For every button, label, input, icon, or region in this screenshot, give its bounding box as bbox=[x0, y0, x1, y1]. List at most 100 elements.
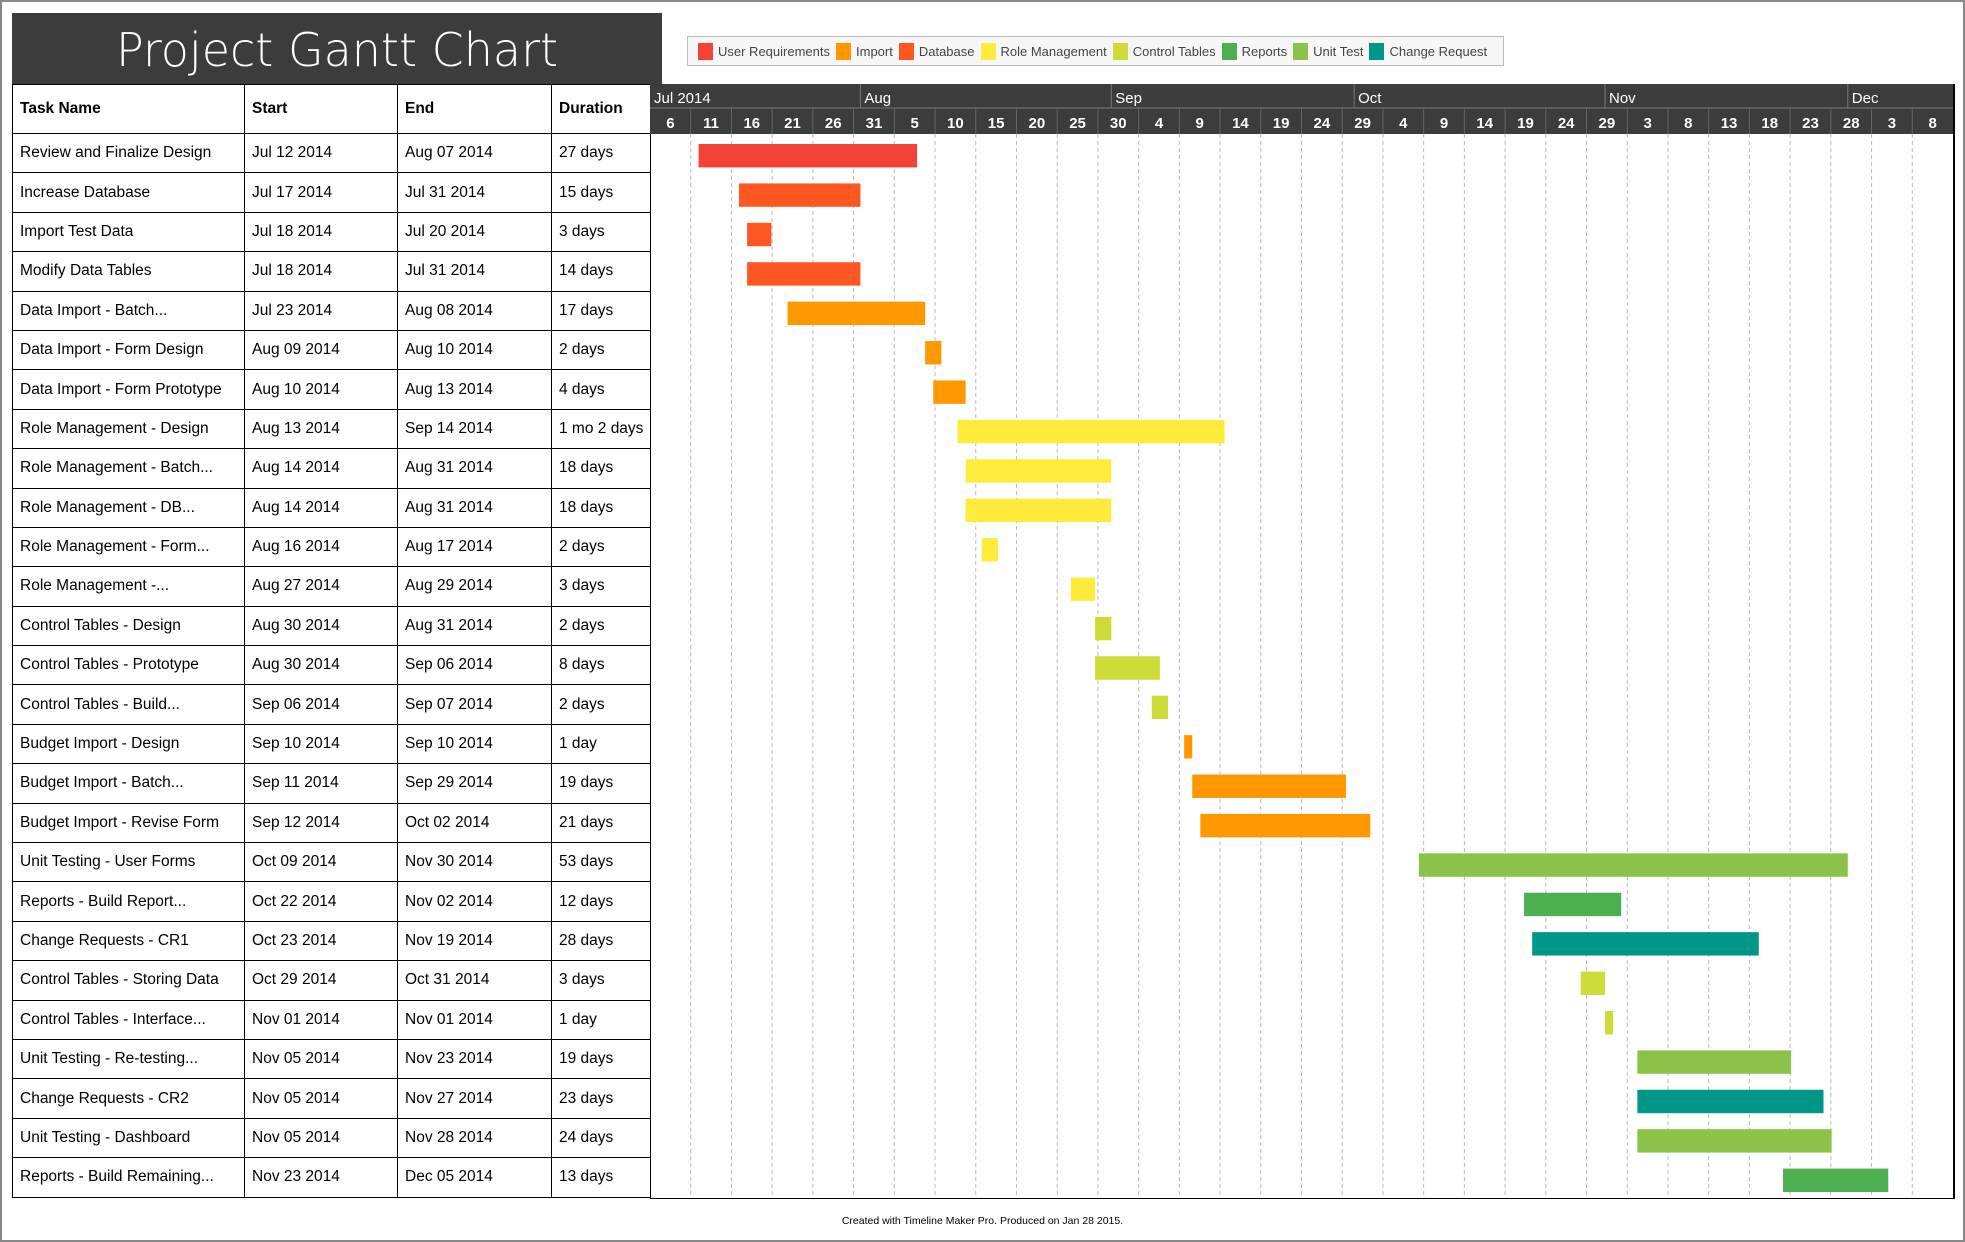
cell-end-label: Nov 23 2014 bbox=[398, 1039, 552, 1079]
day-tick-label: 20 bbox=[1028, 115, 1045, 132]
day-tick-label: 29 bbox=[1354, 115, 1371, 132]
cell-duration: 4 days bbox=[552, 370, 651, 409]
legend-swatch bbox=[698, 42, 713, 60]
cell-duration: 13 days bbox=[552, 1158, 651, 1197]
legend-item: Database bbox=[898, 42, 975, 60]
cell-start-label: Jul 17 2014 bbox=[245, 173, 398, 212]
cell-name: Role Management -... bbox=[13, 567, 245, 606]
table-row: Role Management - Design Aug 13 2014 Sep 1… bbox=[13, 409, 651, 450]
legend-swatch bbox=[898, 42, 914, 60]
legend-swatch bbox=[1369, 42, 1385, 60]
task-bar bbox=[1200, 813, 1371, 838]
legend-swatch bbox=[980, 42, 996, 60]
cell-end-label: Aug 13 2014 bbox=[398, 370, 552, 409]
day-tick-label: 24 bbox=[1314, 115, 1331, 132]
legend-label: Unit Test bbox=[1313, 43, 1364, 59]
cell-duration: 2 days bbox=[552, 606, 651, 646]
cell-end-label: Sep 29 2014 bbox=[398, 764, 552, 803]
day-tick-label: 8 bbox=[1928, 115, 1936, 132]
legend-label: Role Management bbox=[1000, 43, 1107, 59]
day-tick-label: 14 bbox=[1476, 115, 1493, 132]
task-bar bbox=[981, 538, 999, 562]
table-row: Control Tables - Storing Data Oct 29 2014… bbox=[13, 961, 651, 1001]
cell-name: Control Tables - Storing Data bbox=[13, 961, 245, 1000]
cell-end-label: Nov 02 2014 bbox=[398, 882, 552, 921]
cell-start-label: Nov 01 2014 bbox=[245, 1000, 398, 1039]
legend-label: Control Tables bbox=[1132, 43, 1216, 59]
legend-item: Unit Test bbox=[1293, 42, 1364, 60]
legend: User Requirements Import Database Role Mana… bbox=[687, 36, 1505, 66]
task-bar bbox=[1580, 971, 1605, 995]
day-tick-label: 19 bbox=[1517, 115, 1534, 132]
table-row: Import Test Data Jul 18 2014 Jul 20 2014 3 … bbox=[13, 212, 651, 253]
cell-end-label: Aug 07 2014 bbox=[398, 134, 552, 173]
table-row: Budget Import - Design Sep 10 2014 Sep 10 … bbox=[13, 724, 651, 765]
legend-swatch bbox=[836, 42, 851, 60]
cell-duration: 2 days bbox=[552, 527, 651, 567]
task-bar bbox=[1637, 1089, 1824, 1114]
cell-end-label: Jul 20 2014 bbox=[398, 212, 552, 252]
day-tick-label: 6 bbox=[666, 115, 674, 132]
cell-name: Modify Data Tables bbox=[13, 252, 245, 291]
legend-item: Import bbox=[836, 42, 893, 60]
cell-end-label: Dec 05 2014 bbox=[398, 1158, 552, 1197]
day-tick-label: 9 bbox=[1196, 115, 1204, 132]
cell-start-label: Nov 23 2014 bbox=[245, 1158, 398, 1197]
cell-start-label: Sep 06 2014 bbox=[245, 685, 398, 724]
cell-start-label: Aug 09 2014 bbox=[245, 330, 398, 370]
table-row: Reports - Build Report... Oct 22 2014 Nov … bbox=[13, 882, 651, 922]
cell-duration: 23 days bbox=[552, 1079, 651, 1118]
day-tick-label: 31 bbox=[866, 115, 883, 132]
cell-name: Control Tables - Build... bbox=[13, 685, 245, 724]
day-tick-label: 30 bbox=[1110, 115, 1127, 132]
table-row: Change Requests - CR2 Nov 05 2014 Nov 27 2… bbox=[13, 1079, 651, 1119]
task-bar bbox=[1637, 1050, 1792, 1074]
cell-duration: 8 days bbox=[552, 646, 651, 685]
task-bar bbox=[957, 419, 1225, 444]
cell-start-label: Nov 05 2014 bbox=[245, 1079, 398, 1118]
table-row: Control Tables - Build... Sep 06 2014 Sep … bbox=[13, 685, 651, 725]
day-tick-label: 24 bbox=[1558, 115, 1575, 132]
gantt-timeline: 6 11 16 21 26 31 5 10 15 20 25 30 4 9 14 19 24 29 4 9 14 19 24… bbox=[650, 84, 1955, 1199]
legend-swatch bbox=[1221, 42, 1237, 60]
task-bar bbox=[1184, 735, 1193, 759]
column-header-end: End bbox=[398, 84, 552, 133]
task-bar bbox=[925, 341, 942, 365]
cell-end-label: Nov 28 2014 bbox=[398, 1118, 552, 1158]
day-tick-label: 9 bbox=[1440, 115, 1448, 132]
footer-credit: Created with Timeline Maker Pro. Produce… bbox=[841, 1215, 1124, 1227]
cell-name: Unit Testing - User Forms bbox=[13, 843, 245, 882]
cell-duration: 1 day bbox=[552, 724, 651, 764]
cell-name: Role Management - Batch... bbox=[13, 449, 245, 488]
table-row: Change Requests - CR1 Oct 23 2014 Nov 19 2… bbox=[13, 921, 651, 962]
cell-name: Increase Database bbox=[13, 173, 245, 212]
table-row: Data Import - Form Design Aug 09 2014 Aug … bbox=[13, 330, 651, 371]
cell-duration: 1 day bbox=[552, 1000, 651, 1039]
month-label: Oct bbox=[1358, 90, 1382, 107]
day-tick-label: 29 bbox=[1599, 115, 1616, 132]
day-tick-label: 28 bbox=[1843, 115, 1860, 132]
cell-start-label: Aug 13 2014 bbox=[245, 409, 398, 449]
cell-end-label: Aug 29 2014 bbox=[398, 567, 552, 606]
month-label: Aug bbox=[864, 90, 891, 107]
cell-start-label: Jul 23 2014 bbox=[245, 291, 398, 330]
cell-start-label: Jul 12 2014 bbox=[245, 134, 398, 173]
day-tick-label: 10 bbox=[947, 115, 964, 132]
cell-end-label: Sep 10 2014 bbox=[398, 724, 552, 764]
cell-name: Change Requests - CR2 bbox=[13, 1079, 245, 1118]
cell-name: Unit Testing - Re-testing... bbox=[13, 1039, 245, 1079]
table-row: Role Management - Form... Aug 16 2014 Aug … bbox=[13, 527, 651, 568]
table-row: Increase Database Jul 17 2014 Jul 31 2014 1… bbox=[13, 173, 651, 213]
legend-label: Import bbox=[856, 43, 893, 59]
cell-name: Review and Finalize Design bbox=[13, 134, 245, 173]
cell-end-label: Sep 06 2014 bbox=[398, 646, 552, 685]
task-bar bbox=[1095, 656, 1160, 680]
cell-name: Role Management - Form... bbox=[13, 527, 245, 567]
task-bar bbox=[698, 144, 918, 168]
cell-duration: 28 days bbox=[552, 921, 651, 961]
day-tick-label: 19 bbox=[1273, 115, 1290, 132]
day-tick-label: 13 bbox=[1721, 115, 1738, 132]
month-label: Jul 2014 bbox=[654, 90, 711, 107]
cell-duration: 27 days bbox=[552, 134, 651, 173]
column-header-task-name: Task Name bbox=[13, 84, 245, 133]
